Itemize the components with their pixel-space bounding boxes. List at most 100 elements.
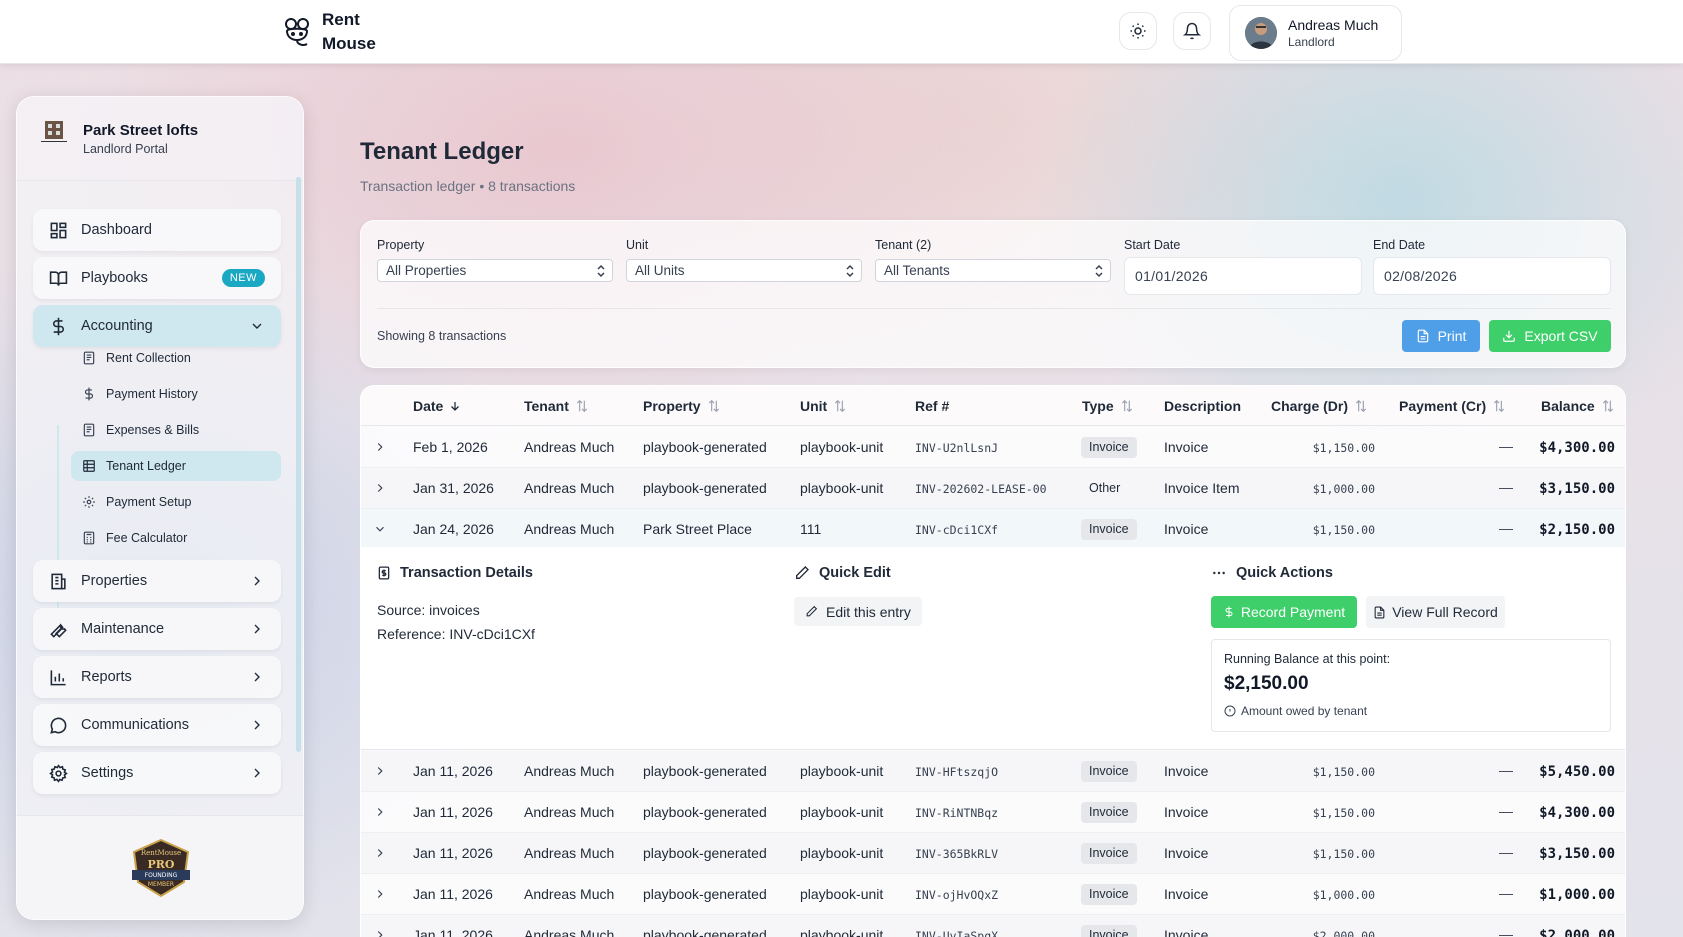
column-header-unit[interactable]: Unit xyxy=(800,398,847,414)
sidebar-item-maintenance[interactable]: Maintenance xyxy=(33,608,281,650)
edit-entry-button[interactable]: Edit this entry xyxy=(794,597,922,626)
sidebar-org-header[interactable]: Park Street lofts Landlord Portal xyxy=(17,97,303,181)
quick-edit-title: Quick Edit xyxy=(819,565,891,581)
sun-icon xyxy=(1129,22,1147,40)
sidebar-item-reports[interactable]: Reports xyxy=(33,656,281,698)
property-select[interactable]: All Properties xyxy=(377,259,613,282)
chevron-right-icon[interactable] xyxy=(373,928,387,937)
chevron-right-icon[interactable] xyxy=(373,440,387,454)
gear-icon xyxy=(49,763,68,783)
quick-actions-heading: Quick Actions xyxy=(1211,565,1333,581)
column-header-payment[interactable]: Payment (Cr) xyxy=(1399,398,1506,414)
sidebar-subitem-rent-collection[interactable]: Rent Collection xyxy=(71,343,281,373)
table-row[interactable]: Jan 11, 2026 Andreas Much playbook-generat… xyxy=(361,874,1625,915)
property-filter-label: Property xyxy=(377,238,425,252)
end-date-input[interactable]: 02/08/2026 xyxy=(1373,257,1611,295)
print-button[interactable]: Print xyxy=(1402,320,1480,352)
start-date-input[interactable]: 01/01/2026 xyxy=(1124,257,1362,295)
sidebar-subitem-payment-history[interactable]: Payment History xyxy=(71,379,281,409)
chevron-right-icon[interactable] xyxy=(373,805,387,819)
user-name: Andreas Much xyxy=(1288,17,1379,33)
sidebar-subitem-fee-calculator[interactable]: Fee Calculator xyxy=(71,523,281,553)
sidebar-subitem-payment-setup[interactable]: Payment Setup xyxy=(71,487,281,517)
cell-charge: $1,000.00 xyxy=(1312,482,1375,496)
building-icon xyxy=(49,572,68,591)
column-header-label: Description xyxy=(1164,398,1242,414)
column-header-date[interactable]: Date xyxy=(413,398,461,414)
sidebar-item-dashboard[interactable]: Dashboard xyxy=(33,209,281,251)
view-full-record-button[interactable]: View Full Record xyxy=(1366,596,1505,628)
chevron-right-icon xyxy=(249,765,265,781)
brand-logo[interactable]: Rent Mouse xyxy=(282,8,376,56)
cell-property: playbook-generated xyxy=(643,763,767,779)
cell-payment: — xyxy=(1499,885,1513,901)
select-arrows-icon xyxy=(1094,264,1104,278)
property-select-value: All Properties xyxy=(386,263,467,278)
column-header-tenant[interactable]: Tenant xyxy=(524,398,589,414)
unit-select[interactable]: All Units xyxy=(626,259,862,282)
chevron-right-icon[interactable] xyxy=(373,764,387,778)
cell-ref: INV-U2nlLsnJ xyxy=(915,441,999,455)
chevron-right-icon xyxy=(249,573,265,589)
cell-tenant: Andreas Much xyxy=(524,804,615,820)
sidebar-subitem-tenant-ledger[interactable]: Tenant Ledger xyxy=(71,451,281,481)
print-button-label: Print xyxy=(1437,328,1467,344)
receipt-icon xyxy=(82,351,96,365)
table-row[interactable]: Jan 11, 2026 Andreas Much playbook-generat… xyxy=(361,751,1625,792)
chevron-right-icon[interactable] xyxy=(373,846,387,860)
cell-unit: playbook-unit xyxy=(800,886,884,902)
cell-ref: INV-UvIaSpqX xyxy=(915,929,999,937)
sidebar-item-settings[interactable]: Settings xyxy=(33,752,281,794)
export-csv-button[interactable]: Export CSV xyxy=(1489,320,1611,352)
receipt-icon xyxy=(82,423,96,437)
cell-ref: INV-ojHvOQxZ xyxy=(915,888,999,902)
page-title: Tenant Ledger xyxy=(360,138,524,165)
column-header-property[interactable]: Property xyxy=(643,398,721,414)
user-menu[interactable]: Andreas Much Landlord xyxy=(1229,5,1402,61)
column-header-balance[interactable]: Balance xyxy=(1541,398,1615,414)
type-badge: Other xyxy=(1089,481,1121,495)
tenant-select[interactable]: All Tenants xyxy=(875,259,1111,282)
detail-reference: Reference: INV-cDci1CXf xyxy=(377,626,535,642)
notifications-button[interactable] xyxy=(1173,12,1211,50)
badge-line2: PRO xyxy=(148,858,175,871)
table-row[interactable]: Jan 11, 2026 Andreas Much playbook-generat… xyxy=(361,792,1625,833)
calculator-icon xyxy=(82,531,96,545)
column-header-type[interactable]: Type xyxy=(1082,398,1134,414)
sidebar-item-playbooks[interactable]: Playbooks NEW xyxy=(33,257,281,299)
transaction-details-heading: Transaction Details xyxy=(377,565,533,581)
cell-unit: playbook-unit xyxy=(800,804,884,820)
book-icon xyxy=(49,269,68,288)
running-balance-value: $2,150.00 xyxy=(1224,673,1309,694)
chevron-right-icon[interactable] xyxy=(373,481,387,495)
pencil-icon xyxy=(805,605,818,618)
chevron-down-icon[interactable] xyxy=(373,522,387,536)
avatar xyxy=(1245,17,1277,49)
table-row[interactable]: Jan 31, 2026 Andreas Much playbook-generat… xyxy=(361,468,1625,509)
table-row[interactable]: Jan 11, 2026 Andreas Much playbook-generat… xyxy=(361,833,1625,874)
transaction-details-title: Transaction Details xyxy=(400,565,533,581)
sidebar-item-accounting[interactable]: Accounting xyxy=(33,305,281,347)
cell-charge: $1,150.00 xyxy=(1312,765,1375,779)
table-row[interactable]: Jan 11, 2026 Andreas Much playbook-generat… xyxy=(361,915,1625,937)
cell-balance: $4,300.00 xyxy=(1539,440,1615,456)
table-row[interactable]: Jan 24, 2026 Andreas Much Park Street Plac… xyxy=(361,509,1625,550)
transaction-count: Showing 8 transactions xyxy=(377,329,507,343)
table-row[interactable]: Feb 1, 2026 Andreas Much playbook-generate… xyxy=(361,427,1625,468)
sidebar-item-communications[interactable]: Communications xyxy=(33,704,281,746)
sidebar-scrollbar[interactable] xyxy=(296,177,301,752)
sidebar-item-label: Properties xyxy=(81,573,148,589)
brand-name-line2: Mouse xyxy=(322,34,376,53)
view-full-record-label: View Full Record xyxy=(1392,604,1498,620)
record-payment-button[interactable]: Record Payment xyxy=(1211,596,1357,628)
info-icon xyxy=(1224,705,1236,717)
cell-property: Park Street Place xyxy=(643,521,752,537)
column-header-charge[interactable]: Charge (Dr) xyxy=(1271,398,1368,414)
sidebar-item-properties[interactable]: Properties xyxy=(33,560,281,602)
cell-unit: playbook-unit xyxy=(800,845,884,861)
chevron-right-icon[interactable] xyxy=(373,887,387,901)
column-header-label: Type xyxy=(1082,398,1114,414)
sidebar-subitem-expenses[interactable]: Expenses & Bills xyxy=(71,415,281,445)
theme-toggle-button[interactable] xyxy=(1119,12,1157,50)
column-header-ref: Ref # xyxy=(915,398,949,414)
